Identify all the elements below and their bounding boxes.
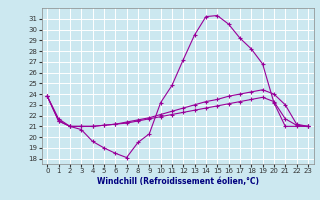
X-axis label: Windchill (Refroidissement éolien,°C): Windchill (Refroidissement éolien,°C) (97, 177, 259, 186)
